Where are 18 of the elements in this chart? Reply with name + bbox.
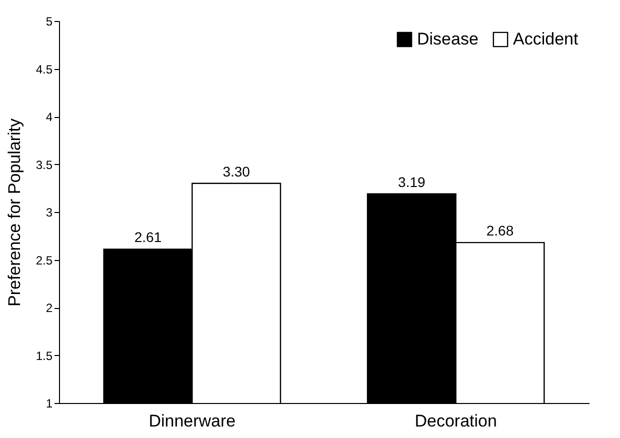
x-tick-label: Dinnerware bbox=[148, 412, 236, 430]
x-tick-label: Decoration bbox=[414, 412, 497, 430]
data-label: 2.61 bbox=[134, 229, 162, 246]
y-tick-label: 2.5 bbox=[36, 253, 53, 268]
y-tick-label: 2 bbox=[46, 301, 53, 315]
y-tick-label: 5 bbox=[46, 14, 53, 28]
data-label: 3.30 bbox=[222, 163, 250, 180]
y-tick-label: 3.5 bbox=[36, 158, 53, 172]
legend-label: Disease bbox=[417, 30, 478, 49]
y-tick-label: 4.5 bbox=[36, 62, 53, 76]
data-label: 2.68 bbox=[486, 222, 514, 239]
y-tick-label: 4 bbox=[46, 110, 53, 124]
y-tick-label: 1.5 bbox=[36, 348, 53, 363]
data-label: 3.19 bbox=[398, 174, 426, 190]
y-tick-label: 3 bbox=[46, 206, 53, 220]
legend-label: Accident bbox=[513, 30, 578, 49]
y-tick-label: 1 bbox=[46, 396, 53, 410]
y-axis-title: Preference for Popularity bbox=[4, 118, 24, 307]
